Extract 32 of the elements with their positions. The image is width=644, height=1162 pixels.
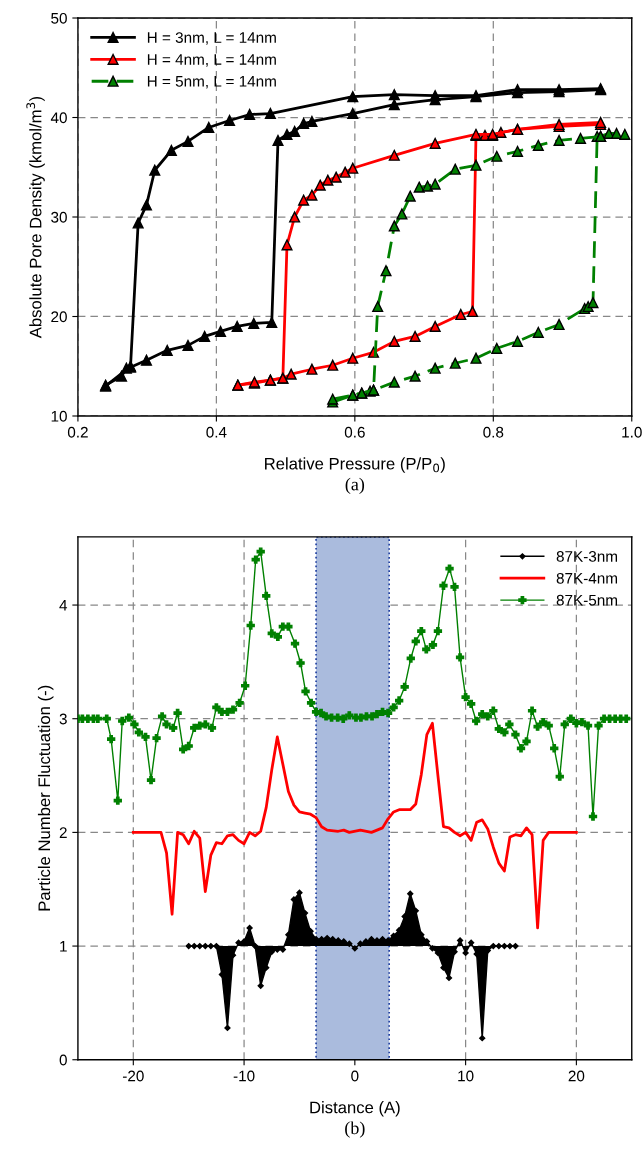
- y-axis-title: Absolute Pore Density (kmol/m$^{3}$): [26, 96, 45, 339]
- y-tick-label: 10: [51, 410, 67, 422]
- x-tick-label: 1.0: [622, 426, 642, 438]
- x-tick-label: 0: [351, 1070, 359, 1082]
- x-tick-label: 10: [458, 1070, 474, 1082]
- legend-label: 87K-5nm: [556, 594, 618, 606]
- text: (b): [345, 1121, 365, 1138]
- x-axis-title: Distance (A): [310, 1101, 400, 1117]
- y-axis-title: Particle Number Fluctuation (-): [37, 685, 54, 911]
- y-tick-label: 4: [59, 600, 68, 611]
- legend-label: 87K-3nm: [556, 551, 618, 562]
- y-tick-label: 50: [51, 12, 67, 24]
- y-tick-label: 2: [59, 827, 67, 838]
- y-tick-label: 30: [51, 211, 67, 223]
- x-tick-label: 20: [568, 1070, 585, 1082]
- x-axis-title: Relative Pressure (P/P$_{0}$): [265, 457, 445, 473]
- legend-label: H = 5nm, L = 14nm: [147, 76, 276, 89]
- text: (a): [345, 477, 365, 495]
- x-tick-label: 0.8: [483, 426, 504, 438]
- y-tick-label: 0: [59, 1054, 67, 1066]
- x-tick-label: 0.4: [206, 426, 227, 438]
- y-tick-label: 40: [50, 112, 67, 124]
- x-tick-label: -20: [122, 1070, 144, 1082]
- legend-label: H = 3nm, L = 14nm: [147, 32, 276, 45]
- x-tick-label: 0.6: [344, 426, 365, 438]
- legend-label: H = 4nm, L = 14nm: [147, 54, 276, 67]
- y-tick-label: 3: [59, 713, 67, 725]
- x-tick-label: 0.2: [67, 426, 88, 438]
- y-tick-label: 20: [51, 311, 67, 323]
- y-tick-label: 1: [60, 941, 67, 952]
- legend-label: 87K-4nm: [556, 572, 618, 584]
- x-tick-label: -10: [233, 1070, 255, 1082]
